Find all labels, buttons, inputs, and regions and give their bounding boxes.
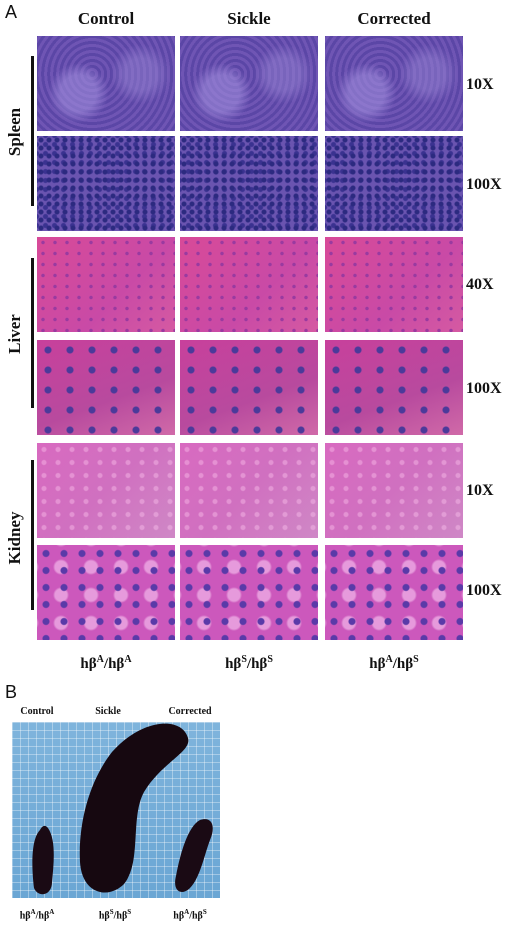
column-header: Sickle — [95, 706, 121, 717]
spleens — [32, 723, 213, 895]
column-header: Sickle — [227, 9, 271, 28]
magnification: 100X — [466, 380, 502, 397]
histology-image — [37, 136, 175, 231]
text: hβ — [108, 656, 125, 672]
magnification: 10X — [466, 76, 494, 93]
genotype: hβS/hβS — [80, 908, 150, 921]
histology-image — [180, 36, 318, 131]
text: hβ — [19, 910, 31, 922]
histology-image — [37, 443, 175, 538]
genotype: hβA/hβA — [36, 654, 176, 673]
spleen — [32, 825, 54, 895]
group-bracket — [31, 56, 34, 206]
text: / — [35, 910, 39, 922]
text: S — [109, 908, 114, 916]
histology-image — [37, 237, 175, 332]
text: hβ — [191, 910, 203, 922]
panel-label: A — [5, 2, 18, 22]
magnification: 10X — [466, 482, 494, 499]
text: hβ — [225, 656, 242, 672]
text: A — [124, 654, 132, 665]
group-label: Spleen — [5, 107, 24, 157]
column-header: Corrected — [357, 9, 431, 28]
column-header: Corrected — [168, 706, 212, 717]
text: A — [385, 654, 393, 665]
spleen — [175, 819, 213, 892]
magnification: 100X — [466, 582, 502, 599]
text: / — [103, 656, 109, 672]
text: / — [246, 656, 252, 672]
histology-image — [180, 340, 318, 435]
text: hβ — [251, 656, 268, 672]
column-header: Control — [20, 706, 54, 717]
magnification: 100X — [466, 176, 502, 193]
panel-label: B — [5, 682, 18, 702]
column-header: Control — [77, 9, 135, 28]
text: hβ — [38, 910, 50, 922]
group-label: Kidney — [5, 511, 24, 565]
text: S — [241, 654, 247, 665]
histology-image — [325, 443, 463, 538]
text: hβ — [173, 910, 185, 922]
histology-image — [180, 443, 318, 538]
genotype: hβA/hβS — [324, 654, 464, 673]
text: S — [413, 654, 419, 665]
genotype: hβA/hβA — [2, 908, 72, 921]
spleen-photo — [12, 722, 220, 898]
magnification: 40X — [466, 276, 494, 293]
histology-image — [180, 545, 318, 640]
histology-image — [37, 340, 175, 435]
histology-image — [325, 36, 463, 131]
group-bracket — [31, 460, 34, 610]
group-bracket — [31, 258, 34, 408]
text: S — [267, 654, 273, 665]
text: hβ — [80, 656, 97, 672]
histology-image — [180, 136, 318, 231]
text: hβ — [116, 910, 128, 922]
spleen — [79, 723, 189, 893]
text: A — [30, 908, 36, 916]
text: / — [189, 910, 192, 922]
text: S — [127, 908, 132, 916]
histology-image — [37, 36, 175, 131]
text: hβ — [396, 656, 414, 672]
text: A — [96, 654, 104, 665]
text: / — [113, 910, 117, 922]
text: hβ — [98, 910, 110, 922]
group-label: Liver — [5, 314, 24, 354]
genotype: hβA/hβS — [155, 908, 225, 921]
histology-image — [325, 136, 463, 231]
text: A — [184, 908, 190, 916]
histology-image — [325, 340, 463, 435]
genotype: hβS/hβS — [179, 654, 319, 673]
histology-image — [180, 237, 318, 332]
text: / — [392, 656, 397, 672]
histology-image — [325, 545, 463, 640]
text: A — [49, 908, 55, 916]
text: S — [202, 908, 207, 916]
text: hβ — [369, 656, 386, 672]
histology-image — [37, 545, 175, 640]
histology-image — [325, 237, 463, 332]
